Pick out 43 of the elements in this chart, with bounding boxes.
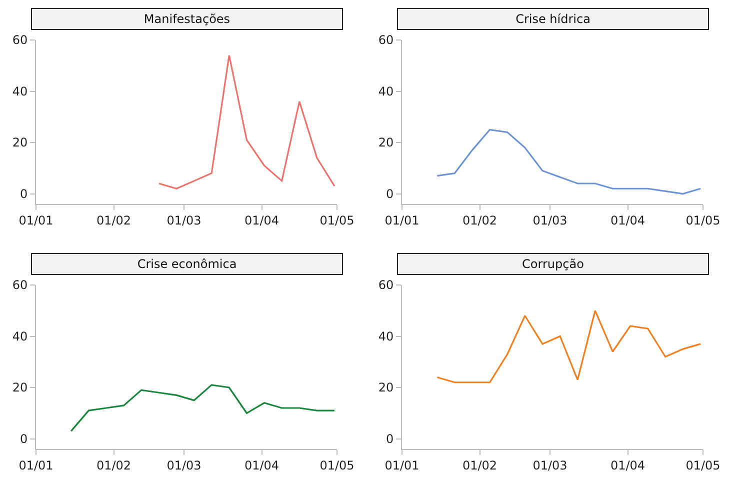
x-tick-label: 01/03 [166,458,202,472]
y-tick-label: 60 [12,33,28,48]
x-tick-label: 01/04 [610,213,646,228]
x-tick-label: 01/05 [320,458,354,472]
x-tick-label: 01/03 [166,213,202,228]
x-tick-label: 01/04 [610,458,646,472]
y-tick-label: 0 [20,186,28,201]
y-tick-label: 20 [378,380,394,395]
y-tick-label: 0 [386,432,394,446]
y-tick-label: 0 [386,186,394,201]
x-tick-label: 01/01 [18,458,54,472]
chart-title: Manifestações [144,12,230,26]
x-tick-label: 01/05 [686,213,720,228]
chart-title: Crise hídrica [516,12,590,26]
x-tick-label: 01/01 [384,213,420,228]
y-tick-label: 20 [12,136,28,150]
line-series [436,310,702,384]
y-tick-label: 40 [378,84,394,98]
x-tick-label: 01/02 [462,458,498,472]
line-series [436,128,702,195]
y-tick-label: 20 [378,136,394,150]
x-tick-label: 01/01 [384,458,420,472]
y-tick-label: 40 [12,84,28,98]
y-tick-label: 40 [12,329,28,344]
chart-title: Corrupção [522,257,584,271]
x-tick-label: 01/02 [96,213,132,228]
x-tick-label: 01/04 [244,213,280,228]
x-tick-label: 01/01 [18,213,54,228]
x-tick-label: 01/02 [462,213,498,228]
line-series [70,384,336,432]
chart-title: Crise econômica [137,257,237,271]
y-tick-label: 60 [378,33,394,48]
x-tick-label: 01/05 [320,213,354,228]
x-tick-label: 01/04 [244,458,280,472]
x-tick-label: 01/05 [686,458,720,472]
y-tick-label: 40 [378,329,394,344]
x-tick-label: 01/02 [96,458,132,472]
x-tick-label: 01/03 [532,213,568,228]
y-tick-label: 0 [20,432,28,446]
y-tick-label: 20 [12,380,28,395]
x-tick-label: 01/03 [532,458,568,472]
y-tick-label: 60 [12,278,28,292]
y-tick-label: 60 [378,278,394,292]
